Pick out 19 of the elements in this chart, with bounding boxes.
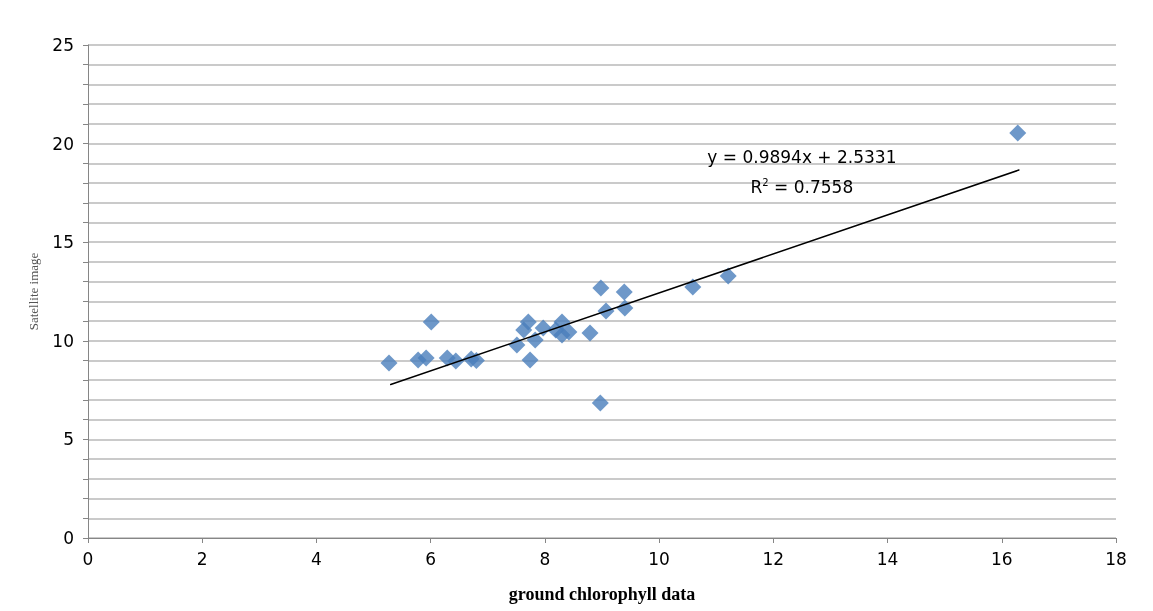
- x-tick-label: 14: [876, 548, 899, 569]
- x-tick-label: 4: [311, 548, 322, 569]
- y-tick-label: 0: [63, 528, 74, 548]
- y-tick-label: 25: [52, 35, 74, 55]
- x-tick-label: 8: [539, 548, 551, 569]
- y-tick-label: 5: [63, 429, 74, 450]
- y-tick-label: 10: [52, 330, 74, 351]
- x-tick-label: 16: [990, 548, 1013, 569]
- x-tick-label: 12: [762, 548, 785, 569]
- x-tick-label: 10: [648, 548, 670, 569]
- y-tick-label: 15: [52, 232, 74, 253]
- x-tick-label: 6: [425, 548, 437, 569]
- x-tick-label: 2: [196, 548, 208, 569]
- x-tick-label: 0: [82, 548, 94, 569]
- y-axis-title: Satellite image: [26, 252, 41, 331]
- annotation: y = 0.9894x + 2.5331: [707, 147, 897, 168]
- x-axis-title: ground chlorophyll data: [508, 584, 696, 604]
- x-tick-label: 18: [1105, 548, 1127, 569]
- y-tick-label: 20: [52, 133, 74, 154]
